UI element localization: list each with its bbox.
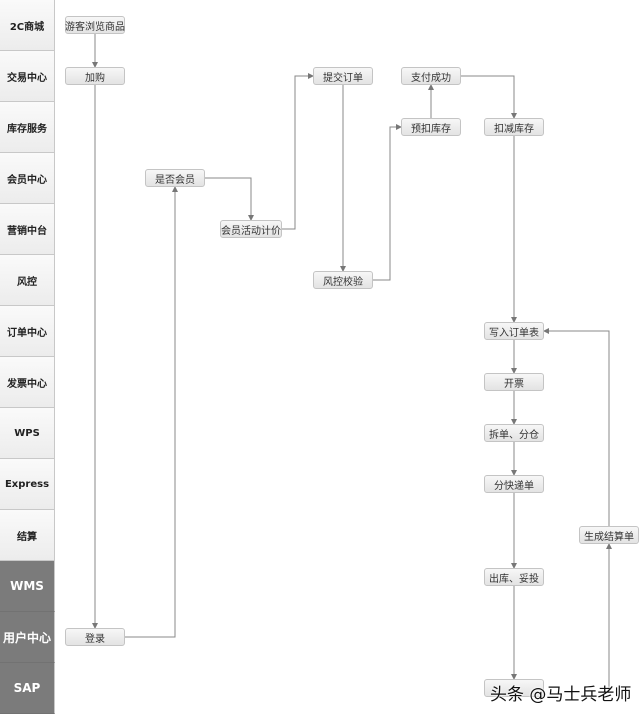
lane-header: WMS — [0, 561, 55, 612]
node-outbound[interactable]: 出库、妥投 — [484, 568, 544, 586]
lane-header: 营销中台 — [0, 204, 55, 255]
node-invoice[interactable]: 开票 — [484, 373, 544, 391]
node-sap-node[interactable] — [484, 679, 544, 697]
connector-arrow — [205, 177, 254, 221]
lane-header: 发票中心 — [0, 357, 55, 408]
connector-arrow — [282, 73, 314, 230]
lane-header: 风控 — [0, 255, 55, 306]
node-settlement[interactable]: 生成结算单 — [579, 526, 639, 544]
lane-header: Express — [0, 459, 55, 510]
connector-arrow — [461, 75, 517, 119]
connector-arrow — [125, 186, 178, 638]
lane-header: 2C商城 — [0, 0, 55, 51]
node-login[interactable]: 登录 — [65, 628, 125, 646]
node-deduct-stock[interactable]: 扣减库存 — [484, 118, 544, 136]
node-pay-success[interactable]: 支付成功 — [401, 67, 461, 85]
node-split[interactable]: 拆单、分仓 — [484, 424, 544, 442]
node-browse[interactable]: 游客浏览商品 — [65, 16, 125, 34]
lane-header: 结算 — [0, 510, 55, 561]
lane-header: 库存服务 — [0, 102, 55, 153]
node-member-price[interactable]: 会员活动计价 — [220, 220, 282, 238]
node-submit-order[interactable]: 提交订单 — [313, 67, 373, 85]
lane-header: SAP — [0, 663, 55, 714]
lane-header: 订单中心 — [0, 306, 55, 357]
connector-arrow — [543, 328, 610, 526]
lane-header: WPS — [0, 408, 55, 459]
node-is-member[interactable]: 是否会员 — [145, 169, 205, 187]
lane-header: 交易中心 — [0, 51, 55, 102]
lane-header: 用户中心 — [0, 612, 55, 663]
connector-arrow — [373, 124, 402, 281]
node-cart[interactable]: 加购 — [65, 67, 125, 85]
node-write-order[interactable]: 写入订单表 — [484, 322, 544, 340]
lane-header: 会员中心 — [0, 153, 55, 204]
node-express-split[interactable]: 分快递单 — [484, 475, 544, 493]
node-pre-deduct[interactable]: 预扣库存 — [401, 118, 461, 136]
node-risk-check[interactable]: 风控校验 — [313, 271, 373, 289]
watermark: 头条 @马士兵老师 — [490, 685, 632, 705]
